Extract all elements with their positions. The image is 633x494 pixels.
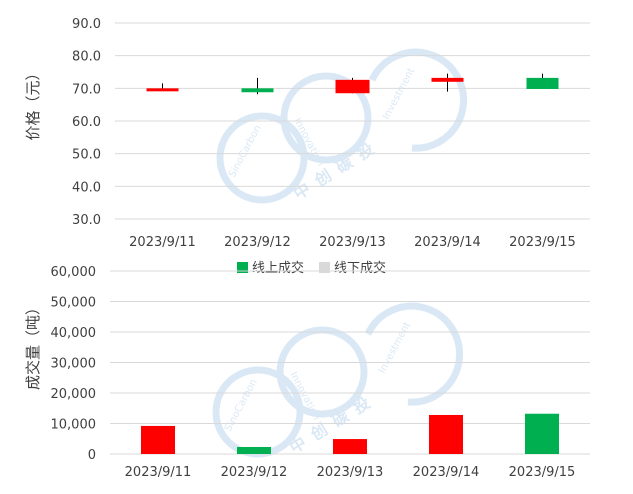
y-tick-label: 0 [88,448,96,463]
y-tick-label: 50.0 [72,148,101,163]
watermark-ring-left [216,112,308,204]
price-candlestick-chart: 90.0 80.0 70.0 60.0 50.0 40.0 30.0 2023/9/11 202… [24,17,590,250]
watermark-text-right: Investment [381,66,417,121]
y-tick-label: 30,000 [51,357,97,372]
y-tick-label: 60,000 [51,265,97,280]
volume-bar [141,425,175,454]
watermark-ring-right [368,48,468,152]
watermark-text-top: Innovation [287,370,322,422]
x-tick-label: 2023/9/13 [317,465,384,480]
legend-offline-swatch [319,262,330,273]
x-tick-label: 2023/9/14 [413,465,480,480]
volume-bar [429,414,463,454]
y-tick-label: 20,000 [51,387,97,402]
x-tick-label: 2023/9/11 [125,465,192,480]
watermark: SinoCarbon InnovationInvestment中创碳投SinoCa… [212,48,468,458]
watermark-ring-mid [280,72,372,164]
volume-y-axis-title: 成交量（吨） [24,300,42,390]
x-tick-label: 2023/9/12 [224,235,291,250]
volume-bar [237,446,271,454]
watermark-ring-right [364,302,464,406]
candle-body [431,77,464,82]
y-tick-label: 10,000 [51,418,97,433]
watermark-text-right: Investment [377,320,413,375]
price-y-axis-title: 价格（元） [24,65,42,140]
legend-offline-label: 线下成交 [334,260,386,276]
y-tick-label: 40.0 [72,180,101,195]
legend-online-swatch [237,262,248,273]
x-tick-label: 2023/9/15 [509,235,576,250]
candle-body [526,77,559,89]
x-tick-label: 2023/9/14 [414,235,481,250]
legend-online-label: 线上成交 [252,260,304,276]
volume-bar-chart: 60,000 50,000 40,000 30,000 20,000 10,000 0 202… [24,265,590,480]
candle-body [146,88,179,92]
y-tick-label: 40,000 [51,326,97,341]
y-tick-label: 80.0 [72,50,101,65]
candle-body [335,79,370,94]
chart-legend: 线上成交 线下成交 [237,260,386,276]
x-tick-label: 2023/9/13 [319,235,386,250]
y-tick-label: 60.0 [72,115,101,130]
watermark-ring-mid [276,326,368,418]
candle-body [241,88,274,93]
volume-bar [525,413,559,454]
x-tick-label: 2023/9/15 [509,465,576,480]
x-tick-label: 2023/9/12 [221,465,288,480]
y-tick-label: 30.0 [72,213,101,228]
y-tick-label: 90.0 [72,17,101,32]
y-tick-label: 50,000 [51,296,97,311]
y-tick-label: 70.0 [72,82,101,97]
volume-bar [333,439,367,454]
x-tick-label: 2023/9/11 [129,235,196,250]
watermark-text-top: Innovation [291,116,326,168]
